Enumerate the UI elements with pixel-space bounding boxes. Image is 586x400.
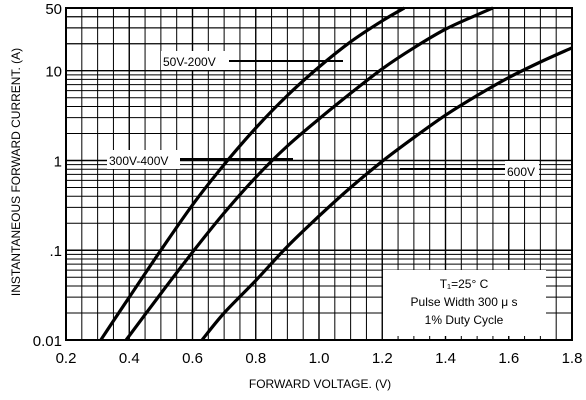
x-tick-label: 0.8 bbox=[245, 350, 266, 367]
x-tick-label: 1.4 bbox=[435, 350, 456, 367]
y-tick-label: 0.01 bbox=[33, 333, 62, 350]
info-pulse-width: Pulse Width 300 μ s bbox=[411, 295, 518, 309]
x-tick-label: 0.2 bbox=[56, 350, 77, 367]
label-bg-300v-400v bbox=[107, 150, 180, 169]
series-line-300v-400v bbox=[124, 6, 494, 341]
series-line-600v bbox=[200, 46, 573, 342]
info-duty-cycle: 1% Duty Cycle bbox=[425, 313, 504, 327]
info-box bbox=[383, 270, 546, 336]
series-label-300v-400v: 300V-400V bbox=[109, 154, 168, 168]
x-tick-label: 0.6 bbox=[182, 350, 203, 367]
x-tick-label: 1.6 bbox=[498, 350, 519, 367]
plot-frame bbox=[65, 7, 573, 341]
series-label-50v-200v: 50V-200V bbox=[163, 55, 216, 69]
annotations: 50V-200V 300V-400V 600V T₁=25° C Pulse W… bbox=[107, 51, 546, 336]
plot-border bbox=[65, 7, 573, 341]
x-tick-label: 1.0 bbox=[309, 350, 330, 367]
y-tick-label: 10 bbox=[45, 64, 62, 81]
curves bbox=[99, 6, 573, 342]
info-temperature: T₁=25° C bbox=[440, 277, 489, 291]
label-bg-600v bbox=[505, 161, 539, 180]
series-line-50v-200v bbox=[99, 6, 406, 341]
y-tick-label: 1 bbox=[54, 153, 62, 170]
tick-labels: 0.2 0.4 0.6 0.8 1.0 1.2 1.4 1.6 1.8 50 10 1 .1 0.01 bbox=[33, 1, 583, 367]
y-tick-label: .1 bbox=[49, 243, 62, 260]
series-label-600v: 600V bbox=[507, 165, 535, 179]
x-tick-label: 1.2 bbox=[372, 350, 393, 367]
x-tick-label: 0.4 bbox=[119, 350, 140, 367]
y-tick-label: 50 bbox=[45, 1, 62, 18]
x-axis-title: FORWARD VOLTAGE. (V) bbox=[249, 377, 391, 391]
y-axis-title: INSTANTANEOUS FORWARD CURRENT. (A) bbox=[9, 48, 23, 296]
label-bg-50v-200v bbox=[161, 51, 229, 70]
x-tick-label: 1.8 bbox=[562, 350, 583, 367]
